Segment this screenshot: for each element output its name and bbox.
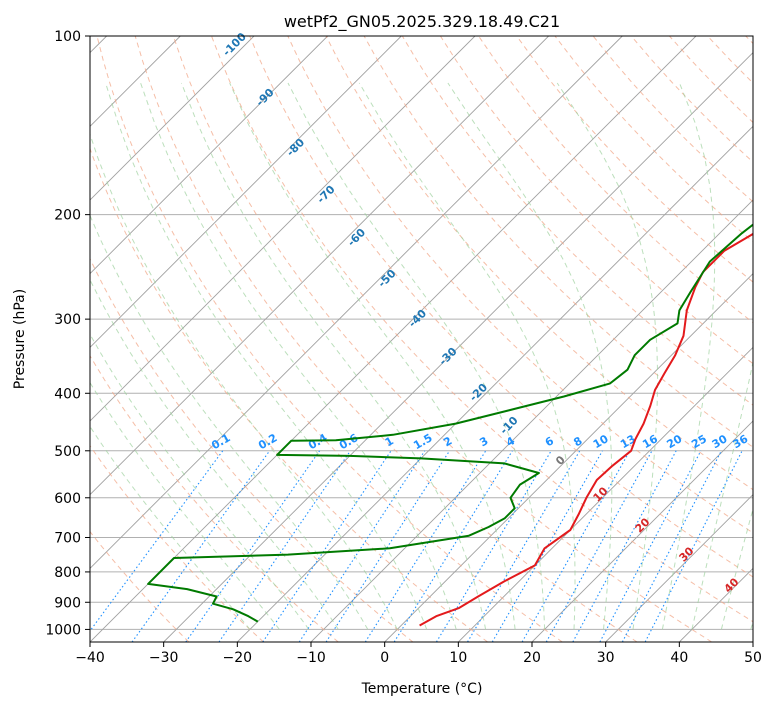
y-tick-label: 200 (54, 208, 81, 224)
dry-adiabat-line (90, 257, 414, 642)
dry-adiabat-line (249, 36, 753, 578)
mixing-ratio-line (521, 450, 631, 642)
dry-adiabat-line (172, 36, 712, 642)
dewpoint-line (147, 223, 753, 623)
y-tick-label: 700 (54, 531, 81, 547)
moist-adiabat-line (90, 425, 251, 630)
y-tick-label: 900 (54, 595, 81, 611)
dry-adiabat-line (90, 354, 339, 642)
x-tick-label: −20 (223, 650, 253, 666)
mixing-ratio-line (218, 450, 351, 642)
chart-title: wetPf2_GN05.2025.329.18.49.C21 (284, 12, 560, 32)
temperature-line (419, 232, 753, 627)
mixing-ratio-line (491, 450, 603, 642)
dry-adiabat-line (211, 36, 753, 623)
x-tick-label: −10 (296, 650, 326, 666)
y-tick-label: 400 (54, 386, 81, 402)
y-tick-label: 300 (54, 312, 81, 328)
x-tick-label: 50 (744, 650, 762, 666)
isotherm-line (90, 36, 549, 496)
x-tick-label: 30 (597, 650, 615, 666)
mixing-ratio-line (131, 450, 271, 642)
isotherm-line (90, 36, 697, 642)
moist-adiabat-line (90, 333, 310, 630)
moist-adiabat-line (287, 82, 546, 630)
moist-adiabat-line (140, 82, 457, 630)
isotherm-line (90, 36, 328, 275)
mixing-ratio-line (545, 450, 653, 642)
isotherm-line (458, 346, 753, 642)
moist-adiabat-line (90, 278, 339, 630)
profile-series (147, 223, 753, 627)
dry-adiabat-line (90, 444, 264, 642)
isotherm-line (384, 273, 753, 642)
moist-adiabat-line (691, 360, 753, 630)
isotherm-line (90, 36, 402, 348)
isotherm-line (237, 125, 753, 642)
dry-adiabat-line (90, 147, 488, 642)
moist-adiabat-line (105, 82, 428, 630)
dry-adiabat-line (516, 36, 753, 283)
x-tick-label: 20 (523, 650, 541, 666)
isotherm-line (163, 52, 753, 642)
mixing-ratio-line (393, 450, 513, 642)
x-tick-label: 40 (670, 650, 688, 666)
mixing-ratio-line (364, 450, 487, 642)
x-axis-label: Temperature (°C) (361, 681, 483, 697)
y-axis-label: Pressure (hPa) (12, 289, 28, 389)
isotherm-line (90, 36, 623, 569)
moist-adiabat-line (90, 214, 369, 630)
y-tick-label: 500 (54, 444, 81, 460)
y-tick-label: 600 (54, 491, 81, 507)
moist-adiabat-line (556, 82, 659, 630)
background-lines (90, 36, 753, 642)
x-tick-label: 0 (380, 650, 389, 666)
isotherm-line (90, 36, 476, 422)
moist-adiabat-line (358, 82, 576, 630)
moist-adiabat-line (661, 82, 716, 630)
plot-frame (89, 35, 754, 643)
dry-adiabat-line (287, 36, 753, 534)
axes: −40 −30 −20 −10 0 10 20 30 40 50 100 200 300 400 500 60… (45, 29, 762, 666)
mixing-ratio-line (467, 450, 581, 642)
moist-adiabat-line (180, 82, 487, 630)
x-tick-label: −30 (149, 650, 179, 666)
moist-adiabat-line (447, 82, 613, 630)
y-tick-label: 100 (54, 29, 81, 45)
isotherm-line (531, 420, 753, 642)
y-tick-label: 1000 (45, 622, 81, 638)
y-tick-label: 800 (54, 565, 81, 581)
isotherm-line (605, 494, 753, 642)
mixing-ratio-line (599, 450, 702, 642)
dry-adiabat-line (439, 36, 753, 365)
dry-adiabat-line (90, 530, 190, 642)
isotherm-line (90, 36, 255, 201)
moist-adiabat-line (90, 132, 398, 630)
dry-adiabat-line (134, 36, 638, 642)
mixing-ratio-line (572, 450, 677, 642)
moist-adiabat-line (229, 82, 516, 630)
mixing-ratio-line (185, 450, 321, 642)
dry-adiabat-line (401, 36, 753, 406)
x-tick-label: −40 (75, 650, 105, 666)
moist-adiabat-line (90, 381, 280, 630)
dry-adiabat-line (96, 36, 563, 642)
x-tick-label: 10 (449, 650, 467, 666)
